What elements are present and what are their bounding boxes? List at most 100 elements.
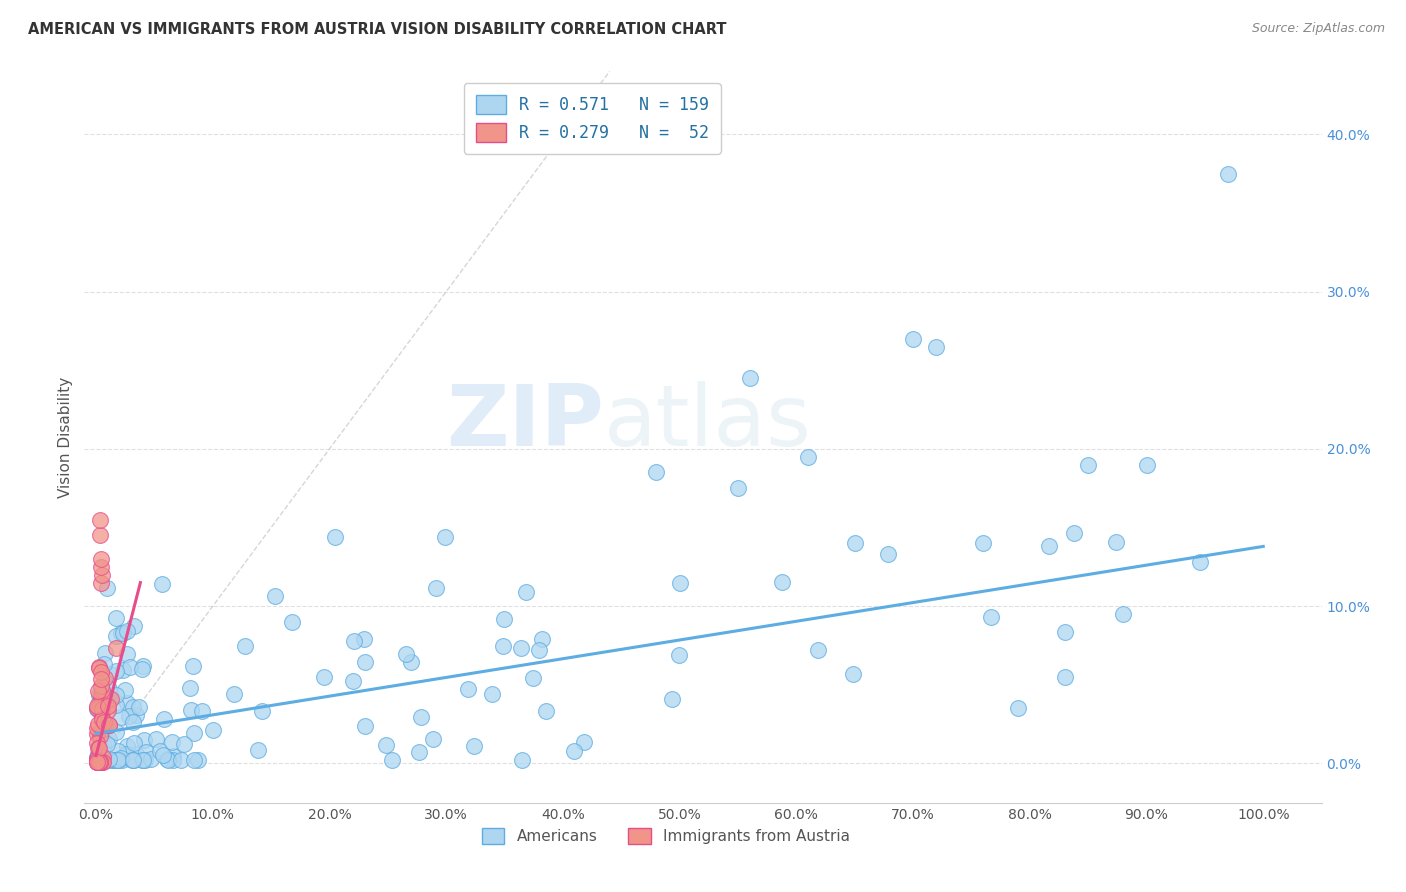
Point (90, 683, 112, 698)
Point (96, 679, 118, 693)
Point (97, 731, 120, 746)
Point (132, 659, 155, 673)
Point (87, 695, 110, 709)
Point (91, 708, 114, 723)
Point (235, 639, 257, 653)
Point (89, 755, 111, 769)
Point (1188, 555, 1211, 569)
Point (134, 753, 156, 767)
Point (353, 632, 375, 646)
Point (375, 738, 398, 752)
Point (122, 699, 145, 714)
Point (115, 696, 138, 710)
Point (89, 741, 111, 756)
Point (86, 721, 108, 735)
Point (90, 753, 112, 767)
Point (90, 673, 112, 687)
Point (104, 640, 127, 655)
Point (105, 610, 128, 624)
Point (531, 632, 554, 647)
Point (162, 753, 184, 767)
Point (115, 739, 138, 753)
Point (118, 659, 141, 673)
Point (105, 688, 128, 702)
Point (87, 700, 110, 714)
Point (246, 743, 269, 757)
Point (842, 666, 865, 681)
Point (170, 753, 193, 767)
Point (111, 753, 134, 767)
Point (86, 701, 108, 715)
Point (1053, 625, 1076, 640)
Point (90, 680, 112, 694)
Point (103, 753, 125, 767)
Point (395, 648, 418, 662)
Point (86, 755, 108, 769)
Point (131, 662, 153, 676)
Point (1135, 458, 1157, 472)
Point (187, 753, 209, 767)
Point (90, 692, 112, 706)
Point (111, 663, 134, 677)
Point (160, 735, 183, 749)
Point (661, 692, 683, 706)
Point (925, 340, 948, 354)
Point (122, 736, 145, 750)
Point (183, 659, 205, 673)
Point (96, 753, 118, 767)
Point (972, 536, 994, 550)
Point (252, 704, 274, 718)
Point (135, 745, 157, 759)
Point (727, 481, 749, 495)
Text: ZIP: ZIP (446, 381, 605, 464)
Point (115, 647, 138, 661)
Point (770, 575, 793, 590)
Point (668, 648, 690, 663)
Point (980, 610, 1002, 624)
Point (515, 585, 537, 599)
Text: atlas: atlas (605, 381, 813, 464)
Point (90, 755, 112, 769)
Point (96, 581, 118, 595)
Point (107, 743, 129, 757)
Point (86, 755, 108, 769)
Point (491, 639, 513, 653)
Point (122, 753, 145, 767)
Point (105, 698, 128, 713)
Point (463, 739, 485, 753)
Point (107, 753, 129, 767)
Point (96, 737, 118, 751)
Point (90, 575, 112, 590)
Point (90, 680, 112, 694)
Point (110, 625, 132, 640)
Point (86, 736, 108, 750)
Point (522, 671, 544, 685)
Point (343, 633, 366, 648)
Point (280, 615, 302, 629)
Point (422, 731, 444, 746)
Point (90, 702, 112, 716)
Point (107, 753, 129, 767)
Point (183, 726, 205, 740)
Point (408, 745, 430, 759)
Point (409, 710, 432, 724)
Text: Source: ZipAtlas.com: Source: ZipAtlas.com (1251, 22, 1385, 36)
Y-axis label: Vision Disability: Vision Disability (58, 376, 73, 498)
Point (86, 751, 108, 765)
Point (152, 748, 174, 763)
Point (115, 624, 138, 638)
Point (86, 749, 108, 764)
Point (1053, 670, 1076, 684)
Point (125, 747, 148, 761)
Point (86, 755, 108, 769)
Point (93, 713, 115, 727)
Point (93, 753, 115, 767)
Point (645, 466, 668, 480)
Point (179, 681, 201, 695)
Point (93, 715, 115, 730)
Point (90, 688, 112, 702)
Point (162, 749, 184, 764)
Point (139, 751, 162, 765)
Point (668, 575, 690, 590)
Point (1218, 167, 1240, 181)
